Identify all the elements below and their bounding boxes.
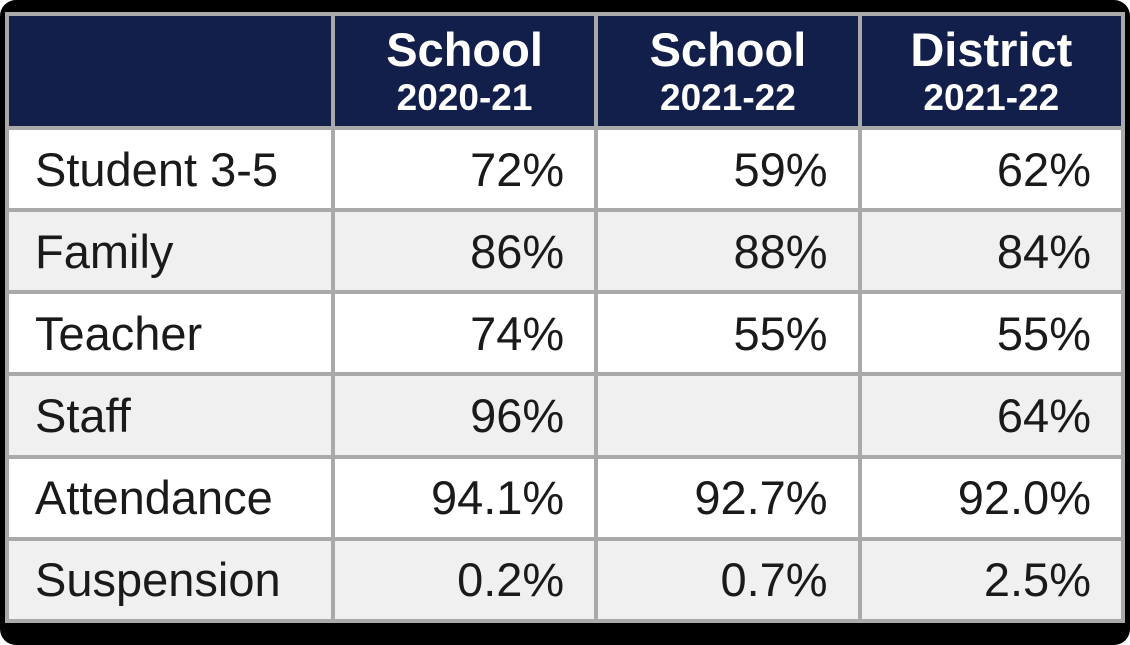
row-label: Attendance: [5, 454, 335, 541]
row-label: Family: [5, 208, 335, 295]
column-header-title: School: [386, 22, 543, 76]
metric-value-cell: 62%: [857, 125, 1126, 213]
metric-value-cell: 96%: [330, 372, 599, 459]
metric-value-cell: 88%: [594, 208, 862, 295]
column-header-empty: [5, 12, 335, 130]
metric-value-cell: 84%: [857, 208, 1126, 295]
metric-value-cell: 2.5%: [857, 536, 1126, 624]
table-row-attendance: Attendance 94.1% 92.7% 92.0%: [5, 454, 1126, 541]
column-header-title: School: [649, 22, 807, 76]
row-label: Staff: [5, 372, 335, 459]
table-row-teacher: Teacher 74% 55% 55%: [5, 290, 1126, 377]
column-header-school-2021-22: School 2021-22: [594, 12, 862, 130]
table-row-suspension: Suspension 0.2% 0.7% 2.5%: [5, 536, 1126, 624]
metric-value-cell: 0.7%: [594, 536, 862, 624]
row-label: Teacher: [5, 290, 335, 377]
column-header-title: District: [910, 22, 1073, 76]
column-header-district-2021-22: District 2021-22: [857, 12, 1126, 130]
column-header-subtitle: 2021-22: [660, 76, 796, 118]
metric-value-cell: 92.7%: [594, 454, 862, 541]
metric-value-cell: 59%: [594, 125, 862, 213]
table-row-student-3-5: Student 3-5 72% 59% 62%: [5, 125, 1126, 213]
column-header-subtitle: 2021-22: [923, 76, 1060, 118]
column-header-school-2020-21: School 2020-21: [330, 12, 599, 130]
metric-value-cell: 55%: [857, 290, 1126, 377]
table-header-row: School 2020-21 School 2021-22 District 2…: [5, 12, 1126, 130]
metric-value-cell: 74%: [330, 290, 599, 377]
row-label: Suspension: [5, 536, 335, 624]
metric-value-cell: 72%: [330, 125, 599, 213]
metric-value-cell: 64%: [857, 372, 1126, 459]
metric-value-cell: 55%: [594, 290, 862, 377]
column-header-subtitle: 2020-21: [396, 76, 533, 118]
table-row-family: Family 86% 88% 84%: [5, 208, 1126, 295]
metric-value-cell: 0.2%: [330, 536, 599, 624]
table-row-staff: Staff 96% 64%: [5, 372, 1126, 459]
row-label: Student 3-5: [5, 125, 335, 213]
metrics-table: School 2020-21 School 2021-22 District 2…: [5, 12, 1126, 624]
metric-value-cell: 86%: [330, 208, 599, 295]
metric-value-cell: 94.1%: [330, 454, 599, 541]
metric-value-cell: 92.0%: [857, 454, 1126, 541]
metric-value-cell: [594, 372, 862, 459]
